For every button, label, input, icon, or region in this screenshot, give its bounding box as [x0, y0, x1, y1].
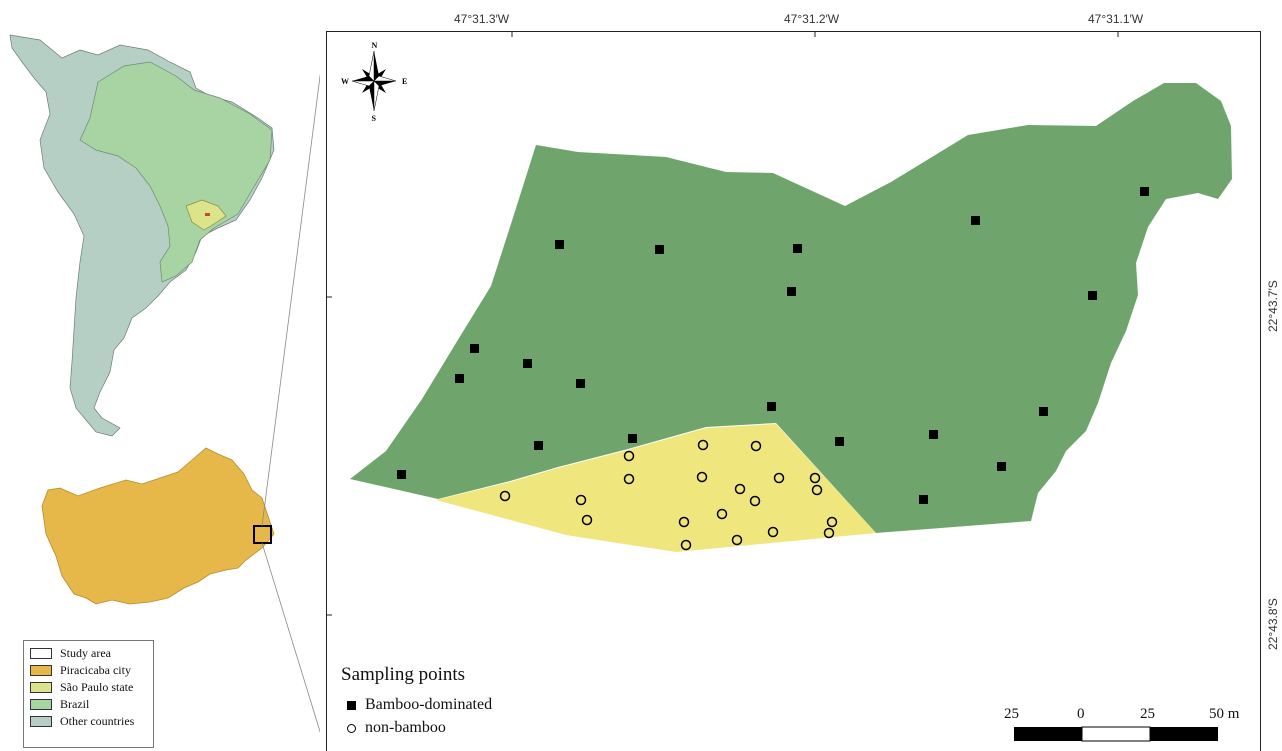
legend-item-piracicaba: Piracicaba city	[24, 662, 153, 679]
legend-label: São Paulo state	[60, 680, 134, 694]
piracicaba-map	[41, 447, 275, 605]
scale-label: 25	[1140, 706, 1155, 722]
legend-item-brazil: Brazil	[24, 696, 153, 713]
bamboo-point	[997, 462, 1006, 471]
legend-swatch	[30, 699, 52, 710]
legend-swatch	[30, 648, 52, 659]
zoom-line-bottom	[261, 542, 320, 733]
compass-w: W	[341, 77, 349, 86]
non-bamboo-point	[575, 494, 587, 506]
bamboo-point	[929, 430, 938, 439]
bamboo-point	[767, 402, 776, 411]
non-bamboo-point	[680, 539, 692, 551]
non-bamboo-point	[696, 471, 708, 483]
bamboo-point	[793, 244, 802, 253]
lon-label: 47°31.3′W	[454, 12, 510, 26]
bamboo-point	[835, 437, 844, 446]
bamboo-point	[919, 495, 928, 504]
bamboo-point	[787, 287, 796, 296]
non-bamboo-point	[826, 516, 838, 528]
coordinate-ticks	[326, 31, 1119, 616]
lat-label: 22°43.7′S	[1266, 280, 1280, 332]
non-bamboo-label: non-bamboo	[365, 719, 446, 736]
lon-label: 47°31.2′W	[784, 12, 840, 26]
bamboo-point	[655, 245, 664, 254]
non-bamboo-point	[811, 484, 823, 496]
square-marker-icon	[347, 700, 356, 710]
sampling-legend-non-bamboo: non-bamboo	[347, 719, 446, 737]
legend-item-sao-paulo: São Paulo state	[24, 679, 153, 696]
non-bamboo-point	[823, 527, 835, 539]
sampling-legend-bamboo: Bamboo-dominated	[347, 696, 492, 714]
non-bamboo-point	[750, 440, 762, 452]
non-bamboo-point	[499, 490, 511, 502]
brazil-area	[79, 61, 273, 283]
bamboo-point	[397, 470, 406, 479]
south-america-map	[9, 34, 275, 437]
north-arrow-icon: N S W E	[341, 41, 407, 123]
bamboo-point	[628, 434, 637, 443]
compass-n: N	[372, 41, 378, 50]
legend-swatch	[30, 682, 52, 693]
bamboo-point	[576, 379, 585, 388]
legend-item-study-area: Study area	[24, 645, 153, 662]
sampling-points-title: Sampling points	[341, 664, 466, 685]
scale-label: 25	[1004, 706, 1019, 722]
legend-swatch	[30, 716, 52, 727]
scale-label: 0	[1077, 706, 1085, 722]
legend-label: Piracicaba city	[60, 663, 131, 677]
bamboo-label: Bamboo-dominated	[365, 696, 493, 713]
non-bamboo-point	[697, 439, 709, 451]
lat-label: 22°43.8′S	[1266, 598, 1280, 650]
bamboo-dominated-area	[350, 83, 1232, 533]
bamboo-point	[1140, 187, 1149, 196]
non-bamboo-point	[773, 472, 785, 484]
bamboo-point	[534, 441, 543, 450]
bamboo-point	[455, 374, 464, 383]
bamboo-point	[523, 359, 532, 368]
scale-label: 50 m	[1209, 706, 1240, 722]
non-bamboo-point	[731, 534, 743, 546]
bamboo-point	[1088, 291, 1097, 300]
scale-bar	[1014, 726, 1218, 742]
non-bamboo-point	[716, 508, 728, 520]
non-bamboo-point	[749, 495, 761, 507]
non-bamboo-point	[734, 483, 746, 495]
legend-label: Brazil	[60, 697, 90, 711]
non-bamboo-point	[623, 473, 635, 485]
non-bamboo-area	[436, 424, 876, 552]
zoom-line-top	[261, 73, 320, 527]
non-bamboo-point	[678, 516, 690, 528]
compass-s: S	[372, 114, 377, 123]
legend-item-other-countries: Other countries	[24, 713, 153, 730]
study-area-map: N S W E	[326, 31, 1261, 751]
compass-e: E	[402, 77, 407, 86]
bamboo-point	[1039, 407, 1048, 416]
bamboo-point	[971, 216, 980, 225]
non-bamboo-points	[499, 439, 838, 551]
study-area-marker	[253, 525, 272, 544]
piracicaba-city-area	[41, 447, 275, 605]
circle-marker-icon	[347, 723, 356, 733]
legend-label: Study area	[60, 646, 111, 660]
non-bamboo-point	[623, 450, 635, 462]
non-bamboo-point	[809, 472, 821, 484]
legend-swatch	[30, 665, 52, 676]
piracicaba-marker	[205, 213, 210, 216]
non-bamboo-point	[581, 514, 593, 526]
bamboo-point	[470, 344, 479, 353]
non-bamboo-point	[767, 526, 779, 538]
legend-label: Other countries	[60, 714, 135, 728]
map-legend: Study area Piracicaba city São Paulo sta…	[23, 640, 154, 748]
bamboo-points	[397, 187, 1149, 504]
lon-label: 47°31.1′W	[1088, 12, 1144, 26]
inset-maps	[9, 34, 320, 733]
bamboo-point	[555, 240, 564, 249]
